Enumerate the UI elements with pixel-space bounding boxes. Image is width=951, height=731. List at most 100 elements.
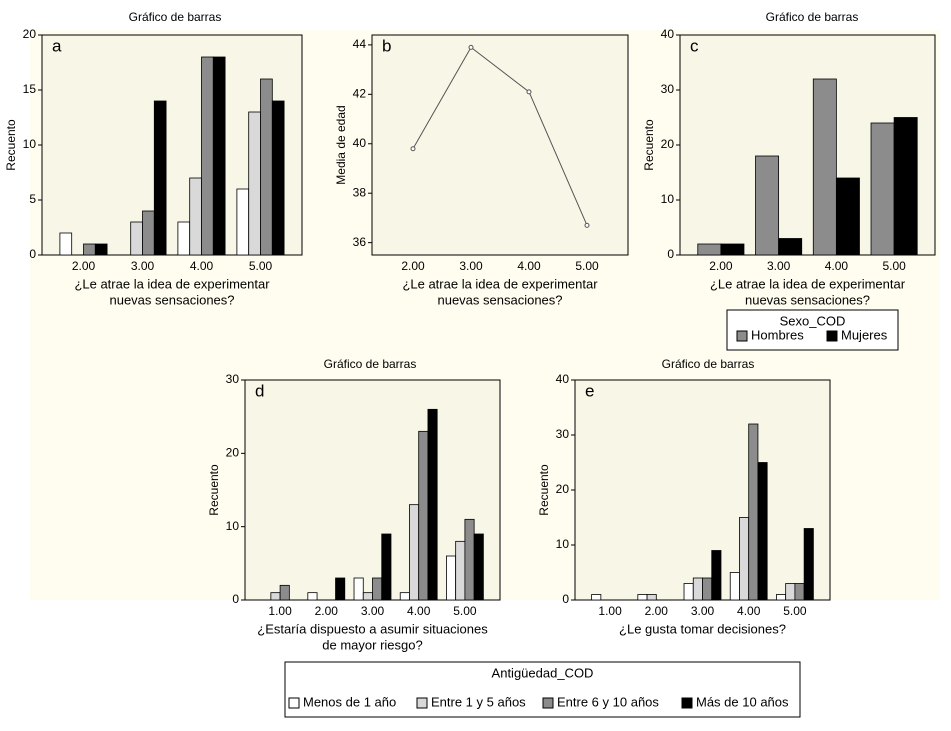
bar (755, 155, 780, 256)
bar (142, 210, 155, 256)
bar (446, 555, 457, 601)
bar (335, 577, 346, 601)
legend-swatch (826, 330, 838, 342)
legend-label: Entre 1 y 5 años (431, 694, 526, 709)
x-tick-label: 3.00 (691, 604, 715, 618)
bar (729, 572, 740, 601)
bar (812, 78, 837, 256)
bar (372, 577, 383, 601)
bar (418, 430, 429, 601)
bar (409, 504, 420, 601)
y-tick-label: 40 (556, 372, 570, 386)
bar (464, 518, 475, 601)
x-tick-label: 3.00 (361, 604, 385, 618)
x-axis-label: ¿Le atrae la idea de experimentar (74, 276, 270, 291)
legend-swatch (288, 697, 300, 709)
y-tick-label: 20 (226, 446, 240, 460)
bar (83, 243, 96, 256)
bar (697, 243, 722, 256)
x-tick-label: 5.00 (453, 604, 477, 618)
panel-label: a (52, 36, 62, 55)
y-tick-label: 0 (562, 592, 569, 606)
y-axis-label: Media de edad (334, 105, 348, 184)
x-axis-label: ¿Le gusta tomar decisiones? (619, 621, 786, 636)
x-tick-label: 4.00 (737, 604, 761, 618)
legend-swatch (542, 697, 554, 709)
bar (748, 423, 759, 601)
panel-label: d (255, 381, 264, 400)
chart-title: Gráfico de barras (766, 10, 859, 24)
legend-label: Menos de 1 año (303, 694, 396, 709)
point (526, 89, 532, 95)
y-tick-label: 0 (232, 592, 239, 606)
bar (683, 583, 694, 601)
x-tick-label: 2.00 (401, 259, 425, 273)
x-tick-label: 5.00 (882, 259, 906, 273)
bar (130, 221, 143, 256)
x-tick-label: 2.00 (645, 604, 669, 618)
bar (794, 583, 805, 601)
x-tick-label: 1.00 (598, 604, 622, 618)
x-tick-label: 3.00 (459, 259, 483, 273)
y-tick-label: 30 (226, 372, 240, 386)
x-tick-label: 1.00 (268, 604, 292, 618)
bar (189, 177, 202, 256)
y-axis-label: Recuento (537, 464, 551, 516)
y-tick-label: 42 (353, 86, 367, 100)
legend-label: Mujeres (841, 327, 888, 342)
bar (201, 56, 214, 256)
x-axis-label: ¿Le atrae la idea de experimentar (402, 276, 598, 291)
legend-swatch (736, 330, 748, 342)
bar (177, 221, 191, 256)
x-tick-label: 4.00 (517, 259, 541, 273)
bar (212, 56, 226, 256)
bar (720, 243, 745, 256)
point (410, 146, 416, 152)
y-tick-label: 30 (556, 427, 570, 441)
bar (646, 594, 657, 601)
y-tick-label: 40 (353, 136, 367, 150)
x-tick-label: 5.00 (783, 604, 807, 618)
y-axis-label: Recuento (4, 119, 18, 171)
x-axis-label: ¿Estaría dispuesto a asumir situaciones (257, 621, 488, 636)
point (468, 44, 474, 50)
panel-label: b (382, 36, 391, 55)
legend-box (726, 309, 899, 351)
bar (270, 592, 281, 601)
y-tick-label: 20 (661, 137, 675, 151)
legend-title: Antigüedad_COD (492, 665, 594, 680)
x-tick-label: 2.00 (709, 259, 733, 273)
chart-title: Gráfico de barras (324, 357, 417, 371)
bar (473, 533, 484, 601)
legend-label: Más de 10 años (696, 694, 789, 709)
x-tick-label: 2.00 (315, 604, 339, 618)
y-tick-label: 40 (661, 27, 675, 41)
plot-area (371, 34, 629, 256)
bar (835, 177, 860, 256)
x-axis-label: de mayor riesgo? (322, 637, 422, 652)
bar (870, 122, 895, 256)
panel-label: e (585, 381, 594, 400)
y-tick-label: 10 (661, 192, 675, 206)
bar (248, 111, 261, 256)
bar (59, 232, 73, 256)
bar (271, 100, 285, 256)
y-tick-label: 5 (29, 192, 36, 206)
bar (427, 408, 438, 601)
x-tick-label: 4.00 (407, 604, 431, 618)
legend-title: Sexo_COD (780, 313, 846, 328)
bar (591, 594, 602, 601)
chart-title: Gráfico de barras (129, 10, 222, 24)
x-tick-label: 3.00 (131, 259, 155, 273)
y-tick-label: 20 (23, 27, 37, 41)
plot-area (574, 379, 831, 601)
chart-title: Gráfico de barras (662, 357, 755, 371)
bar (711, 550, 722, 601)
panel-label: c (690, 36, 699, 55)
y-tick-label: 0 (667, 247, 674, 261)
bar (236, 188, 250, 256)
y-tick-label: 36 (353, 235, 367, 249)
bar (362, 592, 373, 601)
